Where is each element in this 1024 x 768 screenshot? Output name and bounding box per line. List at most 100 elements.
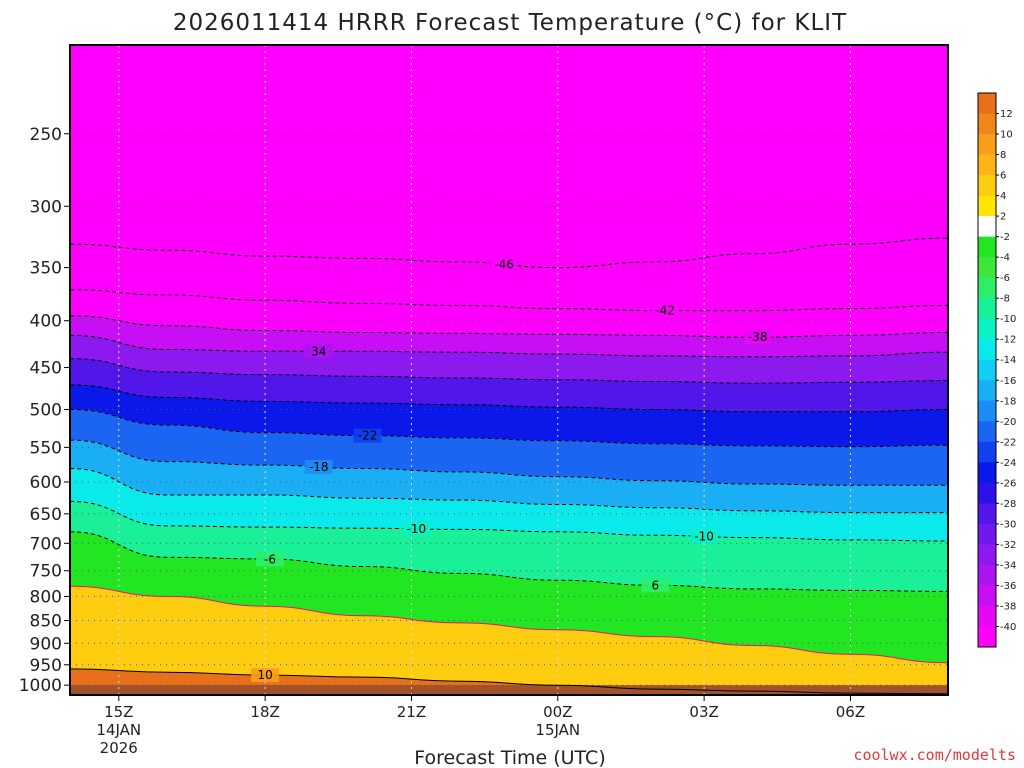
y-tick-label: 250 — [30, 125, 62, 145]
colorbar-label: -12 — [1000, 335, 1016, 346]
colorbar-swatch — [978, 359, 996, 381]
colorbar-label: -30 — [1000, 519, 1016, 530]
colorbar-label: -2 — [1000, 232, 1010, 243]
colorbar-label: -6 — [1000, 273, 1010, 284]
colorbar-label: -10 — [1000, 314, 1016, 325]
colorbar-swatch — [978, 277, 996, 299]
colorbar-label: -16 — [1000, 376, 1016, 387]
colorbar-label: -38 — [1000, 601, 1016, 612]
colorbar-swatch — [978, 298, 996, 320]
colorbar-legend: 12 10 8 6 4 2 -2 -4 -6 -8 -10 -12 -14 -16 -18 -20 -22 -24… — [977, 92, 1016, 648]
colorbar-label: -18 — [1000, 396, 1016, 407]
isotherm-line — [70, 409, 948, 448]
colorbar-swatch — [978, 441, 996, 463]
isotherm-line — [70, 334, 948, 358]
isotherm-line — [70, 531, 948, 592]
contour-label: -46 — [490, 257, 519, 272]
colorbar-label: -4 — [1000, 253, 1010, 264]
colorbar-swatch — [978, 462, 996, 484]
isotherm-line — [70, 439, 948, 486]
colorbar-swatch — [978, 400, 996, 422]
colorbar-swatch — [978, 421, 996, 443]
colorbar-swatch — [978, 544, 996, 566]
contour-label: -6 — [255, 552, 284, 567]
x-tick-label: 21Z — [397, 703, 426, 721]
surface-terrain — [70, 685, 948, 695]
contour-labels: -46 -42 -38 34 -22 -18 -10 -10 -6 6 10 — [251, 257, 772, 683]
y-tick-label: 800 — [30, 587, 62, 607]
contour-label-text: -10 — [407, 522, 427, 536]
contour-label: -10 — [690, 529, 719, 544]
colorbar-label: 10 — [1000, 130, 1013, 141]
contour-label: 6 — [641, 578, 670, 593]
y-tick-label: 300 — [30, 197, 62, 217]
contour-label: -38 — [743, 330, 772, 345]
isotherm-line — [70, 315, 948, 338]
x-tick-label: 18Z — [250, 703, 279, 721]
y-tick-label: 400 — [30, 312, 62, 332]
credit-link[interactable]: coolwx.com/modelts — [853, 746, 1016, 764]
contour-label-text: -46 — [494, 257, 514, 271]
y-tick-label: 650 — [30, 505, 62, 525]
colorbar-label: -32 — [1000, 540, 1016, 551]
colorbar-swatch — [978, 93, 996, 115]
y-tick-label: 600 — [30, 473, 62, 493]
x-axis-label: Forecast Time (UTC) — [414, 747, 605, 768]
colorbar-swatch — [978, 380, 996, 402]
y-tick-label: 700 — [30, 534, 62, 554]
x-tick-label: 00Z — [543, 703, 572, 721]
isotherm-line — [70, 468, 948, 514]
colorbar-label: 12 — [1000, 109, 1013, 120]
colorbar-label: -34 — [1000, 560, 1016, 571]
contour-label-text: -42 — [655, 304, 675, 318]
y-tick-label: 450 — [30, 359, 62, 379]
y-tick-label: 550 — [30, 438, 62, 458]
contour-label: -42 — [651, 303, 680, 318]
y-tick-label: 900 — [30, 634, 62, 654]
contour-label-text: -38 — [748, 330, 768, 344]
colorbar-label: -26 — [1000, 478, 1016, 489]
colorbar-label: -8 — [1000, 294, 1010, 305]
isotherm-line — [70, 289, 948, 312]
y-tick-label: 950 — [30, 656, 62, 676]
colorbar-swatch — [978, 482, 996, 504]
contour-label: -18 — [304, 459, 333, 474]
colorbar-swatch — [978, 626, 996, 648]
y-tick-label: 850 — [30, 612, 62, 632]
colorbar-swatch — [978, 523, 996, 545]
colorbar-label: -22 — [1000, 437, 1016, 448]
colorbar-label: -24 — [1000, 458, 1016, 469]
plot-area — [70, 45, 948, 695]
colorbar-swatch — [978, 134, 996, 156]
colorbar-label: -28 — [1000, 499, 1016, 510]
colorbar-swatch — [978, 154, 996, 176]
colorbar-label: 4 — [1000, 191, 1006, 202]
contour-label: -22 — [353, 428, 382, 443]
isotherm-line — [70, 358, 948, 384]
colorbar-label: 6 — [1000, 171, 1006, 182]
colorbar-label: 8 — [1000, 150, 1006, 161]
contour-label-text: -22 — [358, 429, 378, 443]
contour-lines — [70, 237, 948, 695]
contour-label: 34 — [304, 344, 333, 359]
contour-label-text: -10 — [694, 529, 714, 543]
contour-label-text: 10 — [257, 668, 272, 682]
isotherm-line — [70, 384, 948, 413]
colorbar-label: -20 — [1000, 417, 1016, 428]
colorbar-swatch — [978, 503, 996, 525]
colorbar-swatch — [978, 585, 996, 607]
y-tick-label: 1000 — [19, 676, 62, 696]
contour-label-text: -18 — [309, 460, 329, 474]
x-tick-date: 14JAN — [96, 721, 141, 739]
colorbar-label: -40 — [1000, 622, 1016, 633]
colorbar-swatch — [978, 257, 996, 279]
y-tick-label: 350 — [30, 259, 62, 279]
colorbar-swatch — [978, 236, 996, 258]
contour-label: -10 — [402, 521, 431, 536]
colorbar-label: -14 — [1000, 355, 1016, 366]
x-tick-label: 15Z — [104, 703, 133, 721]
x-tick-label: 03Z — [689, 703, 718, 721]
colorbar-label: -36 — [1000, 581, 1016, 592]
